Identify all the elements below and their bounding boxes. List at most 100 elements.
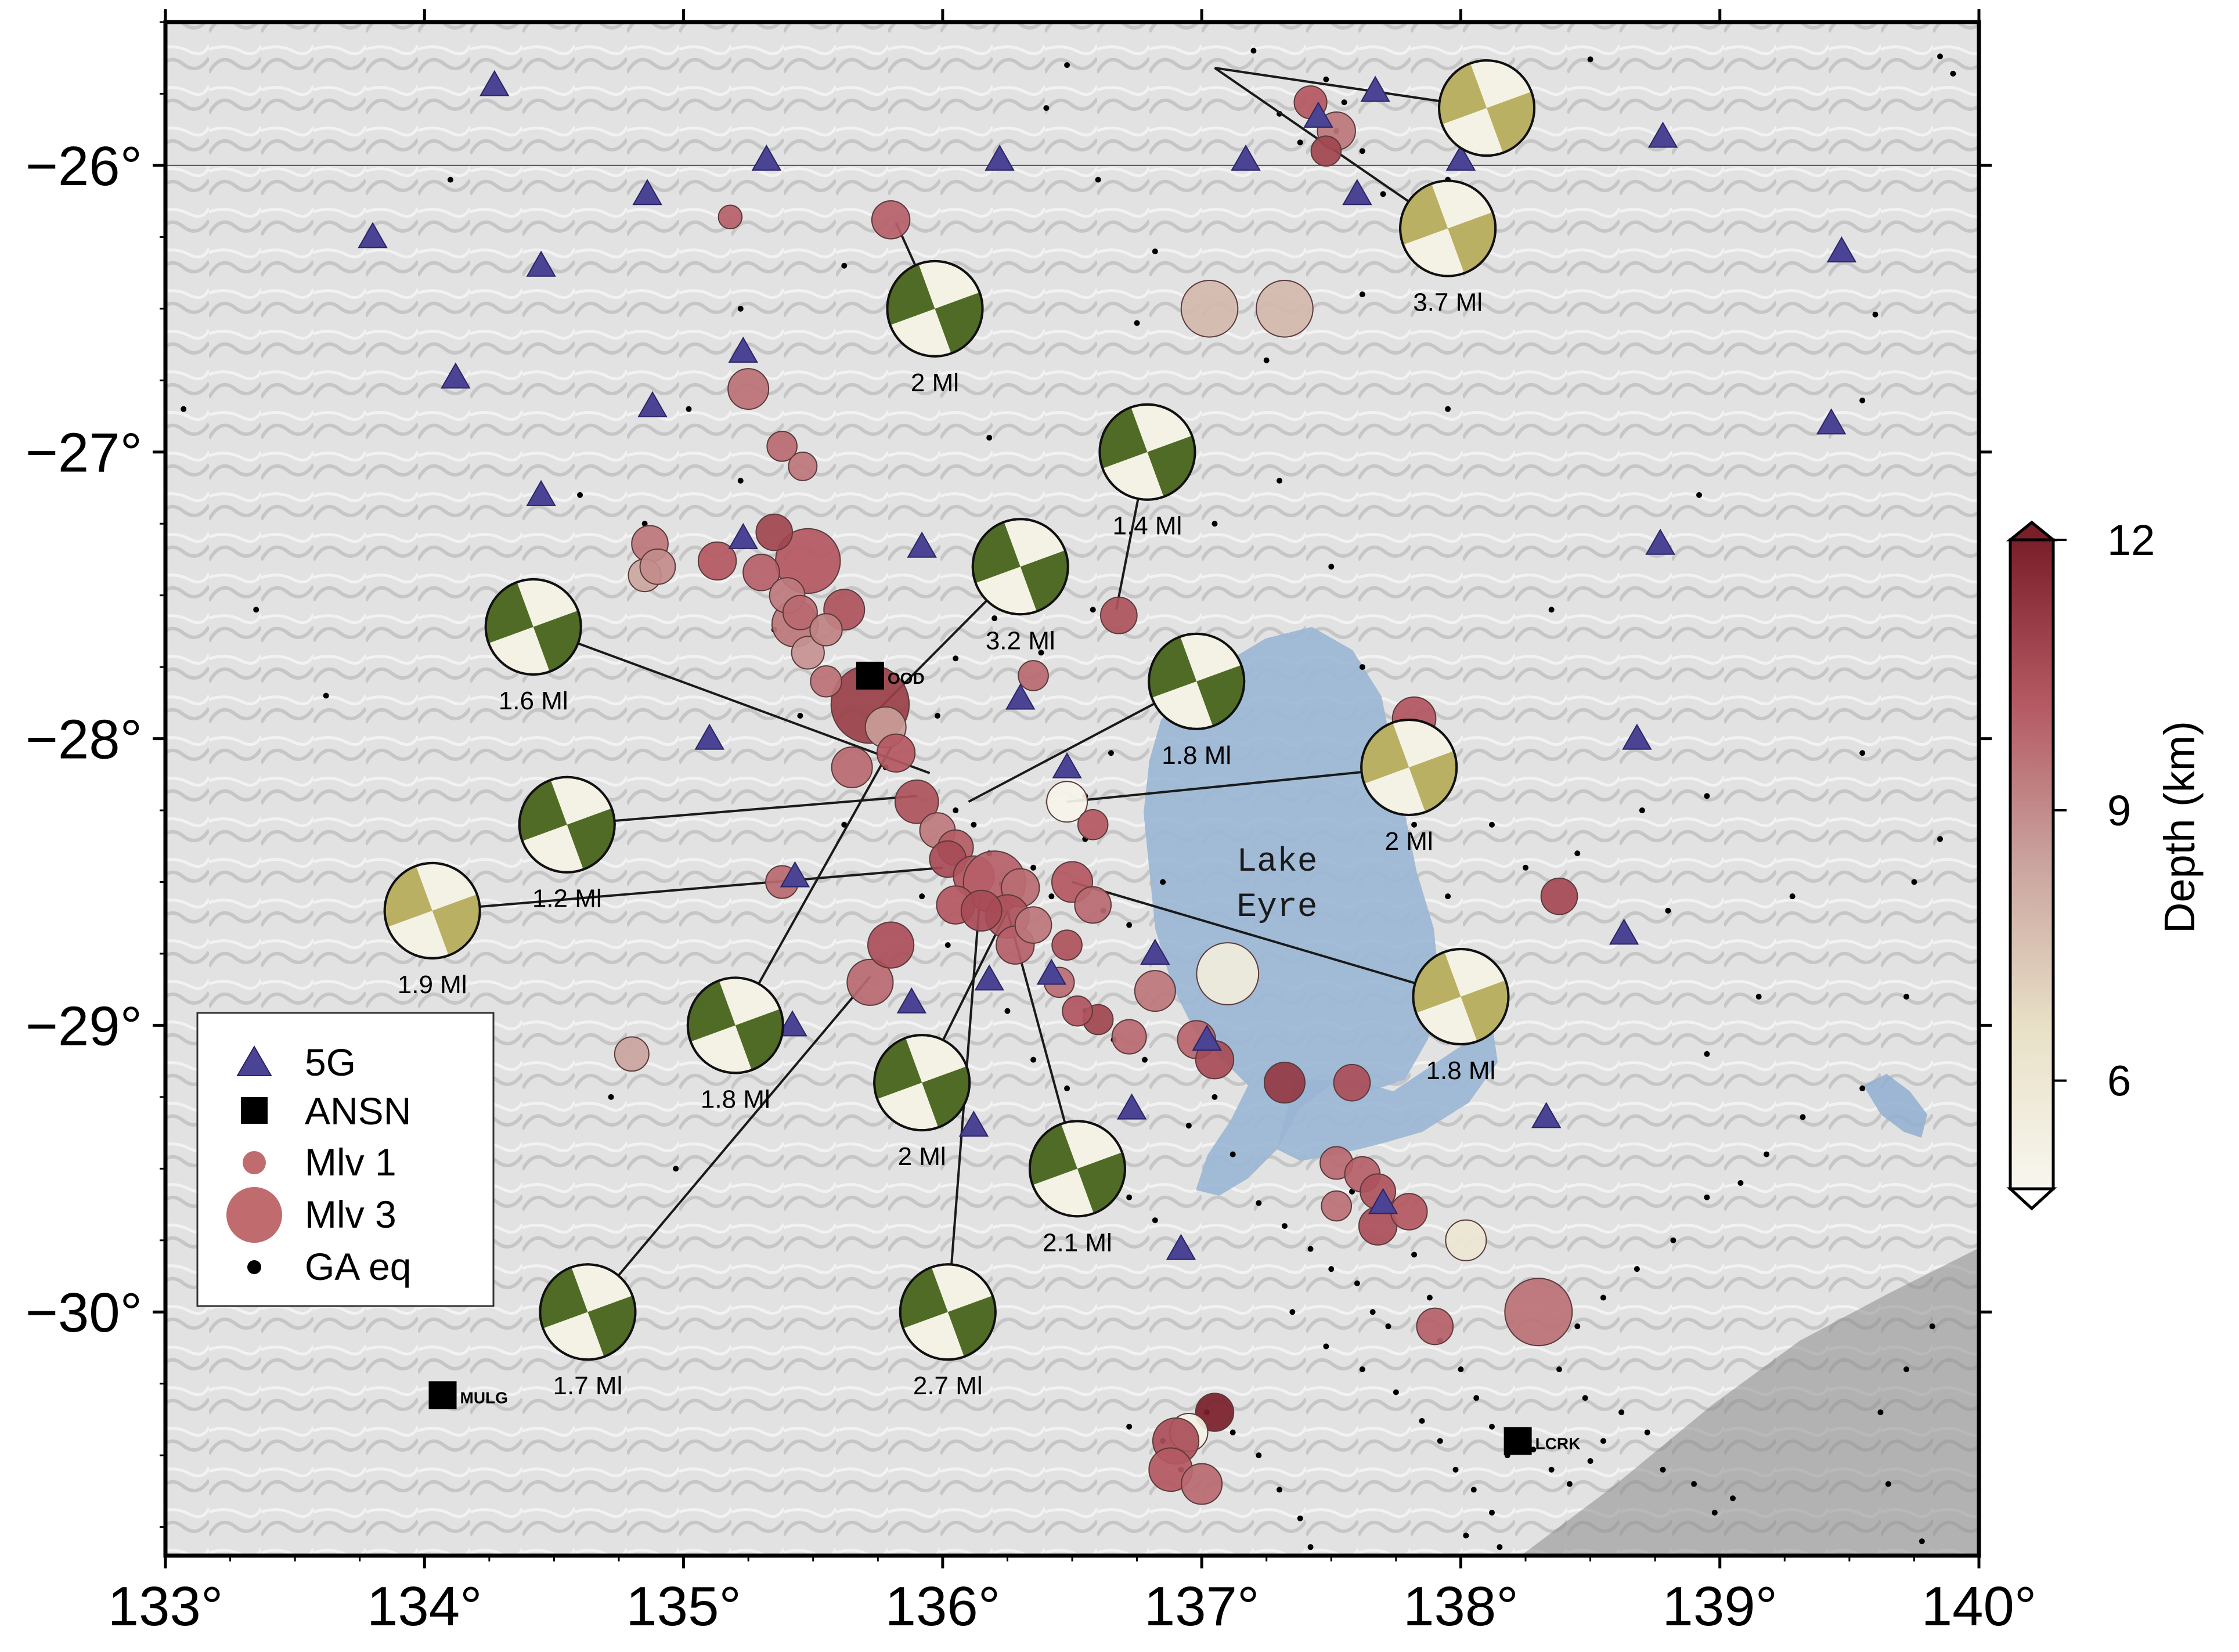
focal-mechanism-beachball: 1.8 Ml (1413, 949, 1508, 1085)
local-earthquake (615, 1037, 649, 1071)
ga-eq-dot (1230, 1152, 1236, 1157)
magnitude-label: 1.2 Ml (532, 885, 602, 913)
local-earthquake (961, 890, 1002, 931)
ga-eq-dot (1095, 177, 1101, 183)
ga-eq-dot (1549, 607, 1555, 612)
ga-eq-dot (1354, 1281, 1360, 1286)
focal-mechanism-beachball: 1.4 Ml (1099, 405, 1195, 540)
legend-label-mlv3: Mlv 3 (305, 1193, 396, 1236)
ga-eq-dot (1256, 1452, 1261, 1458)
ga-eq-dot (1328, 564, 1334, 569)
ga-eq-dot (1142, 1057, 1148, 1063)
ga-eq-dot (577, 492, 583, 498)
ga-eq-dot (1277, 478, 1282, 484)
focal-mechanism-beachball: 1.6 Ml (486, 579, 581, 715)
local-earthquake (872, 201, 910, 239)
local-earthquake (1196, 943, 1259, 1005)
local-earthquake (719, 205, 742, 229)
ga-eq-dot (1411, 1251, 1417, 1257)
ga-eq-dot (1360, 664, 1365, 670)
x-tick-label: 140° (1921, 1575, 2037, 1637)
focal-mechanism-beachball: 1.9 Ml (385, 863, 480, 999)
ga-eq-dot (1877, 1409, 1883, 1415)
focal-mechanism-beachball: 1.8 Ml (688, 978, 783, 1113)
focal-mechanism-beachball: 1.2 Ml (520, 777, 615, 913)
ga-eq-dot (1282, 1223, 1288, 1229)
magnitude-label: 1.4 Ml (1113, 512, 1182, 540)
ga-eq-dot (1737, 1180, 1743, 1186)
ga-eq-dot (971, 822, 976, 828)
ga-eq-dot (1360, 1366, 1365, 1372)
local-earthquake (868, 922, 914, 968)
local-earthquake (810, 614, 842, 645)
local-earthquake (1445, 1220, 1486, 1261)
ga-eq-dot (1471, 1487, 1477, 1492)
focal-mechanism-beachball (1439, 60, 1534, 156)
ga-eq-dot (1497, 1544, 1502, 1550)
ga-eq-dot (1370, 1309, 1376, 1315)
ansn-station-label: MULG (460, 1388, 508, 1406)
ga-eq-dot (1523, 865, 1528, 871)
local-earthquake (1334, 1065, 1371, 1101)
local-earthquake (1078, 810, 1108, 840)
local-earthquake (1181, 280, 1238, 337)
legend-label-ansn: ANSN (305, 1090, 411, 1132)
colorbar-top-arrow (2010, 522, 2053, 540)
ga-eq-dot (1360, 291, 1365, 297)
colorbar-tick-label: 12 (2107, 516, 2155, 564)
ga-eq-dot (1872, 312, 1878, 318)
ga-eq-dot (1665, 908, 1671, 914)
local-earthquake (756, 514, 792, 551)
local-earthquake (1311, 136, 1342, 166)
ga-eq-dot (608, 1094, 614, 1100)
magnitude-label: 2.7 Ml (913, 1372, 983, 1400)
ga-eq-dot (1126, 1195, 1132, 1200)
ga-eq-dot (1790, 893, 1795, 899)
ga-eq-dot (1419, 1418, 1425, 1424)
ga-eq-dot (1885, 1481, 1891, 1487)
local-earthquake (1101, 597, 1137, 634)
ga-eq-dot (1937, 53, 1943, 59)
ga-eq-dot (1152, 248, 1158, 254)
ga-eq-dot (1186, 1123, 1192, 1128)
focal-mechanism-beachball: 2.1 Ml (1030, 1121, 1125, 1257)
focal-mechanism-beachball: 3.2 Ml (973, 519, 1068, 655)
ga-eq-dot (1911, 879, 1917, 885)
ga-eq-dot (1380, 191, 1386, 197)
colorbar-title: Depth (km) (2155, 721, 2204, 933)
magnitude-label: 2 Ml (1385, 827, 1433, 856)
legend: 5G ANSN Mlv 1 Mlv 3 GA eq (197, 1013, 493, 1306)
x-tick-label: 135° (626, 1575, 741, 1637)
local-earthquake (810, 666, 841, 697)
x-tick-label: 133° (108, 1575, 223, 1637)
depth-colorbar: 6912 Depth (km) (2010, 516, 2204, 1209)
ga-eq-dot (1696, 492, 1702, 498)
colorbar-tick-label: 9 (2107, 787, 2131, 835)
ga-eq-dot (1043, 105, 1049, 111)
x-tick-label: 138° (1403, 1575, 1519, 1637)
local-earthquake (832, 747, 872, 788)
legend-label-5g: 5G (305, 1041, 356, 1084)
ga-eq-dot (1582, 1395, 1588, 1401)
focal-mechanism-beachball: 2.7 Ml (900, 1264, 996, 1400)
ga-eq-dot (1160, 879, 1166, 885)
magnitude-label: 1.9 Ml (398, 971, 467, 999)
ga-eq-dot (1342, 99, 1347, 105)
ga-eq-dot (738, 478, 744, 484)
ga-eq-dot (1308, 1544, 1314, 1550)
ansn-station-label: OOD (888, 669, 925, 687)
ga-eq-dot (1704, 1195, 1710, 1200)
ga-eq-dot (1670, 1238, 1676, 1243)
ga-eq-dot (1134, 320, 1140, 326)
ga-eq-dot (253, 607, 259, 612)
ga-eq-dot (1704, 1051, 1710, 1057)
local-earthquake (1062, 996, 1093, 1026)
ansn-station-label: LCRK (1535, 1434, 1581, 1452)
ga-eq-dot (1308, 1246, 1314, 1252)
ga-eq-dot (323, 693, 329, 699)
ga-eq-dot (991, 615, 997, 621)
local-earthquake (1321, 1191, 1351, 1221)
colorbar-ticks: 6 9 12 (2053, 516, 2155, 1105)
ga-eq-dot (1277, 1487, 1282, 1492)
